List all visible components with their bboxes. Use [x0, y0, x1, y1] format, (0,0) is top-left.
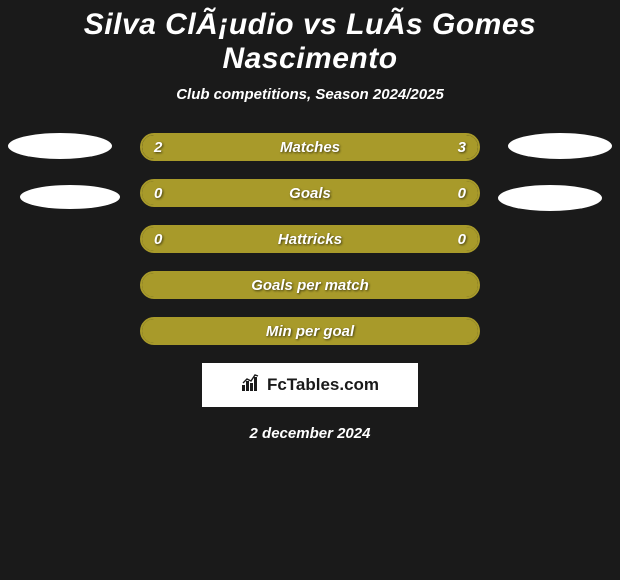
bar-label: Matches — [142, 135, 478, 159]
page-title: Silva ClÃ¡udio vs LuÃ­s Gomes Nascimento — [0, 0, 620, 76]
page-subtitle: Club competitions, Season 2024/2025 — [0, 86, 620, 103]
bar-row: 00Goals — [140, 179, 480, 207]
brand-text: FcTables.com — [267, 375, 379, 395]
bar-label: Goals — [142, 181, 478, 205]
bar-label: Hattricks — [142, 227, 478, 251]
bar-row: Min per goal — [140, 317, 480, 345]
player-left-avatar-1 — [8, 133, 112, 159]
player-right-avatar-2 — [498, 185, 602, 211]
bars-container: 23Matches 00Goals 00Hattricks Goals per mat… — [140, 133, 480, 345]
brand-box: FcTables.com — [202, 363, 418, 407]
bar-row: 23Matches — [140, 133, 480, 161]
comparison-chart: 23Matches 00Goals 00Hattricks Goals per mat… — [0, 133, 620, 345]
player-left-avatar-2 — [20, 185, 120, 209]
date-text: 2 december 2024 — [0, 425, 620, 442]
chart-icon — [241, 373, 263, 398]
player-right-avatar-1 — [508, 133, 612, 159]
bar-row: Goals per match — [140, 271, 480, 299]
bar-label: Min per goal — [142, 319, 478, 343]
bar-row: 00Hattricks — [140, 225, 480, 253]
bar-label: Goals per match — [142, 273, 478, 297]
